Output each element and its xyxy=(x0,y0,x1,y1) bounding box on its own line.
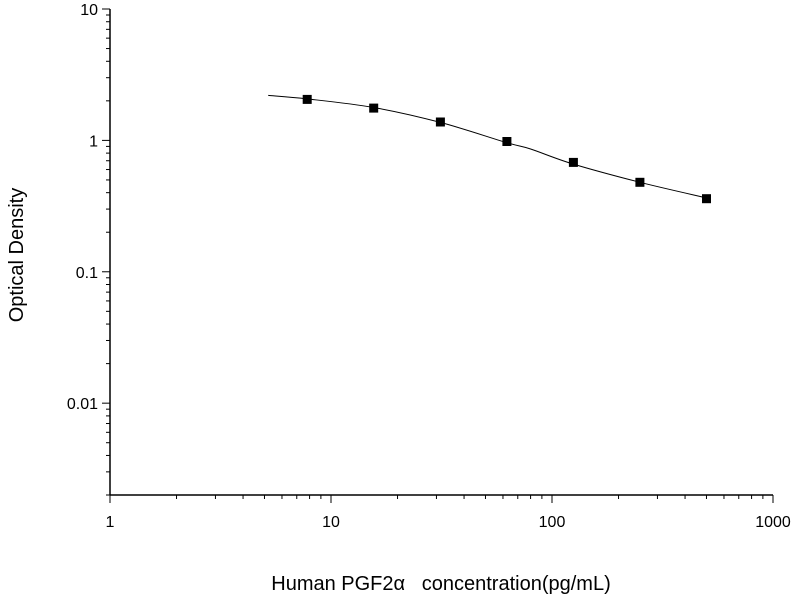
x-tick-label: 100 xyxy=(539,514,566,531)
y-tick-labels: 10 1 0.1 0.01 xyxy=(67,2,98,413)
axes xyxy=(102,8,774,503)
x-axis-title: Human PGF2α concentration(pg/mL) xyxy=(271,573,610,595)
y-axis-title: Optical Density xyxy=(6,188,28,323)
y-tick-label: 0.01 xyxy=(67,396,98,413)
y-tick-label: 10 xyxy=(80,2,98,19)
data-point xyxy=(568,157,578,167)
y-tick-label: 1 xyxy=(89,133,98,150)
y-tick-label: 0.1 xyxy=(76,265,98,282)
data-point xyxy=(502,137,512,146)
x-tick-label: 10 xyxy=(322,514,340,531)
data-point xyxy=(302,94,312,104)
data-points xyxy=(302,94,711,204)
x-tick-label: 1000 xyxy=(755,514,791,531)
x-tick-label: 1 xyxy=(106,514,115,531)
data-point xyxy=(702,194,711,204)
data-point xyxy=(369,103,379,113)
x-tick-labels: 1 10 100 1000 xyxy=(106,514,791,531)
data-point xyxy=(635,177,645,187)
data-point xyxy=(435,117,445,127)
